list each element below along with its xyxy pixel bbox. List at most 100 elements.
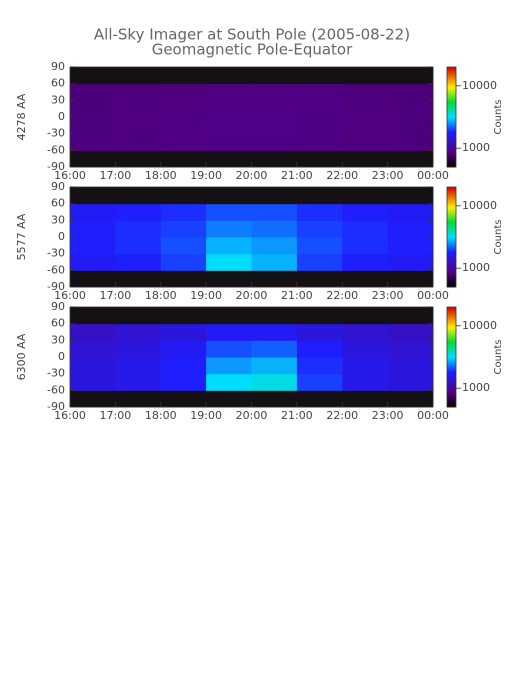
heat-cell (296, 390, 343, 408)
colorbar-swatch (447, 387, 456, 390)
colorbar-swatch (447, 117, 456, 120)
heat-cell (296, 100, 343, 118)
colorbar-tick-label: 10000 (462, 79, 497, 92)
colorbar-swatch (447, 231, 456, 234)
heat-cell (70, 67, 116, 85)
y-tick-label: 60 (51, 77, 65, 90)
colorbar-swatch (447, 209, 456, 212)
heat-cell (115, 253, 162, 271)
x-tick-label: 00:00 (417, 169, 449, 182)
heat-cell (387, 100, 434, 118)
y-tick-label: -30 (47, 367, 65, 380)
colorbar-swatch (447, 247, 456, 250)
x-tick-label: 18:00 (145, 409, 177, 422)
heat-cell (342, 340, 389, 358)
heat-cell (387, 340, 434, 358)
heat-cell (206, 390, 252, 408)
y-tick-label: 30 (51, 213, 65, 226)
heat-cell (115, 357, 162, 375)
colorbar-swatch (447, 221, 456, 224)
colorbar-swatch (447, 205, 456, 208)
x-tick-label: 19:00 (190, 169, 222, 182)
colorbar-swatch (447, 345, 456, 348)
colorbar-swatch (447, 87, 456, 90)
colorbar-swatch (447, 241, 456, 244)
colorbar-swatch (447, 355, 456, 358)
colorbar-swatch (447, 319, 456, 322)
y-tick-label: -90 (47, 160, 65, 173)
heat-cell (251, 270, 298, 288)
heat-cell (251, 323, 298, 341)
colorbar-swatch (447, 211, 456, 214)
colorbar-tick-label: 1000 (462, 261, 490, 274)
x-tick-label: 20:00 (236, 289, 268, 302)
heat-cell (387, 83, 434, 101)
colorbar-swatch (447, 233, 456, 236)
colorbar-swatch (447, 159, 456, 162)
heat-cell (342, 390, 389, 408)
heat-cell (387, 270, 434, 288)
x-tick-label: 17:00 (100, 169, 132, 182)
colorbar-swatch (447, 283, 456, 286)
heat-cell (387, 187, 434, 205)
heat-cell (296, 67, 343, 85)
colorbar-swatch (447, 279, 456, 282)
colorbar-swatch (447, 83, 456, 86)
heat-cell (387, 390, 434, 408)
heat-cell (342, 220, 389, 238)
heat-cell (296, 133, 343, 151)
heat-cell (70, 83, 116, 101)
x-tick-label: 21:00 (281, 409, 313, 422)
colorbar-swatch (447, 351, 456, 354)
colorbar-swatch (447, 307, 456, 310)
heat-cell (251, 373, 298, 391)
heat-cell (206, 83, 252, 101)
colorbar-swatch (447, 223, 456, 226)
colorbar-swatch (447, 373, 456, 376)
heat-cell (387, 203, 434, 221)
heat-cell (251, 67, 298, 85)
colorbar-swatch (447, 79, 456, 82)
colorbar-swatch (447, 395, 456, 398)
colorbar-swatch (447, 337, 456, 340)
heat-cell (115, 220, 162, 238)
colorbar-swatch (447, 149, 456, 152)
colorbar-swatch (447, 311, 456, 314)
y-tick-label: 0 (58, 230, 65, 243)
heat-cell (206, 187, 252, 205)
colorbar-swatch (447, 227, 456, 230)
y-tick-label: -30 (47, 247, 65, 260)
heat-cell (387, 117, 434, 135)
y-tick-label: 30 (51, 333, 65, 346)
heat-cell (206, 67, 252, 85)
colorbar-swatch (447, 191, 456, 194)
heat-cell (206, 340, 252, 358)
heat-cell (115, 187, 162, 205)
heat-cell (160, 220, 207, 238)
heat-cell (251, 100, 298, 118)
colorbar-swatch (447, 165, 456, 168)
colorbar-swatch (447, 277, 456, 280)
heat-cell (206, 373, 252, 391)
colorbar-swatch (447, 129, 456, 132)
heat-cell (387, 133, 434, 151)
x-tick-label: 21:00 (281, 289, 313, 302)
colorbar-swatch (447, 377, 456, 380)
heat-cell (342, 373, 389, 391)
x-tick-label: 20:00 (236, 169, 268, 182)
colorbar-swatch (447, 219, 456, 222)
colorbar-swatch (447, 163, 456, 166)
heat-cell (296, 270, 343, 288)
colorbar-swatch (447, 75, 456, 78)
heat-cell (387, 253, 434, 271)
heat-cell (115, 323, 162, 341)
colorbar-swatch (447, 81, 456, 84)
heat-cell (160, 253, 207, 271)
heat-cell (342, 150, 389, 168)
x-tick-label: 16:00 (54, 169, 86, 182)
heat-cell (296, 187, 343, 205)
heat-cell (251, 253, 298, 271)
heat-cell (296, 203, 343, 221)
y-tick-label: 90 (51, 300, 65, 313)
